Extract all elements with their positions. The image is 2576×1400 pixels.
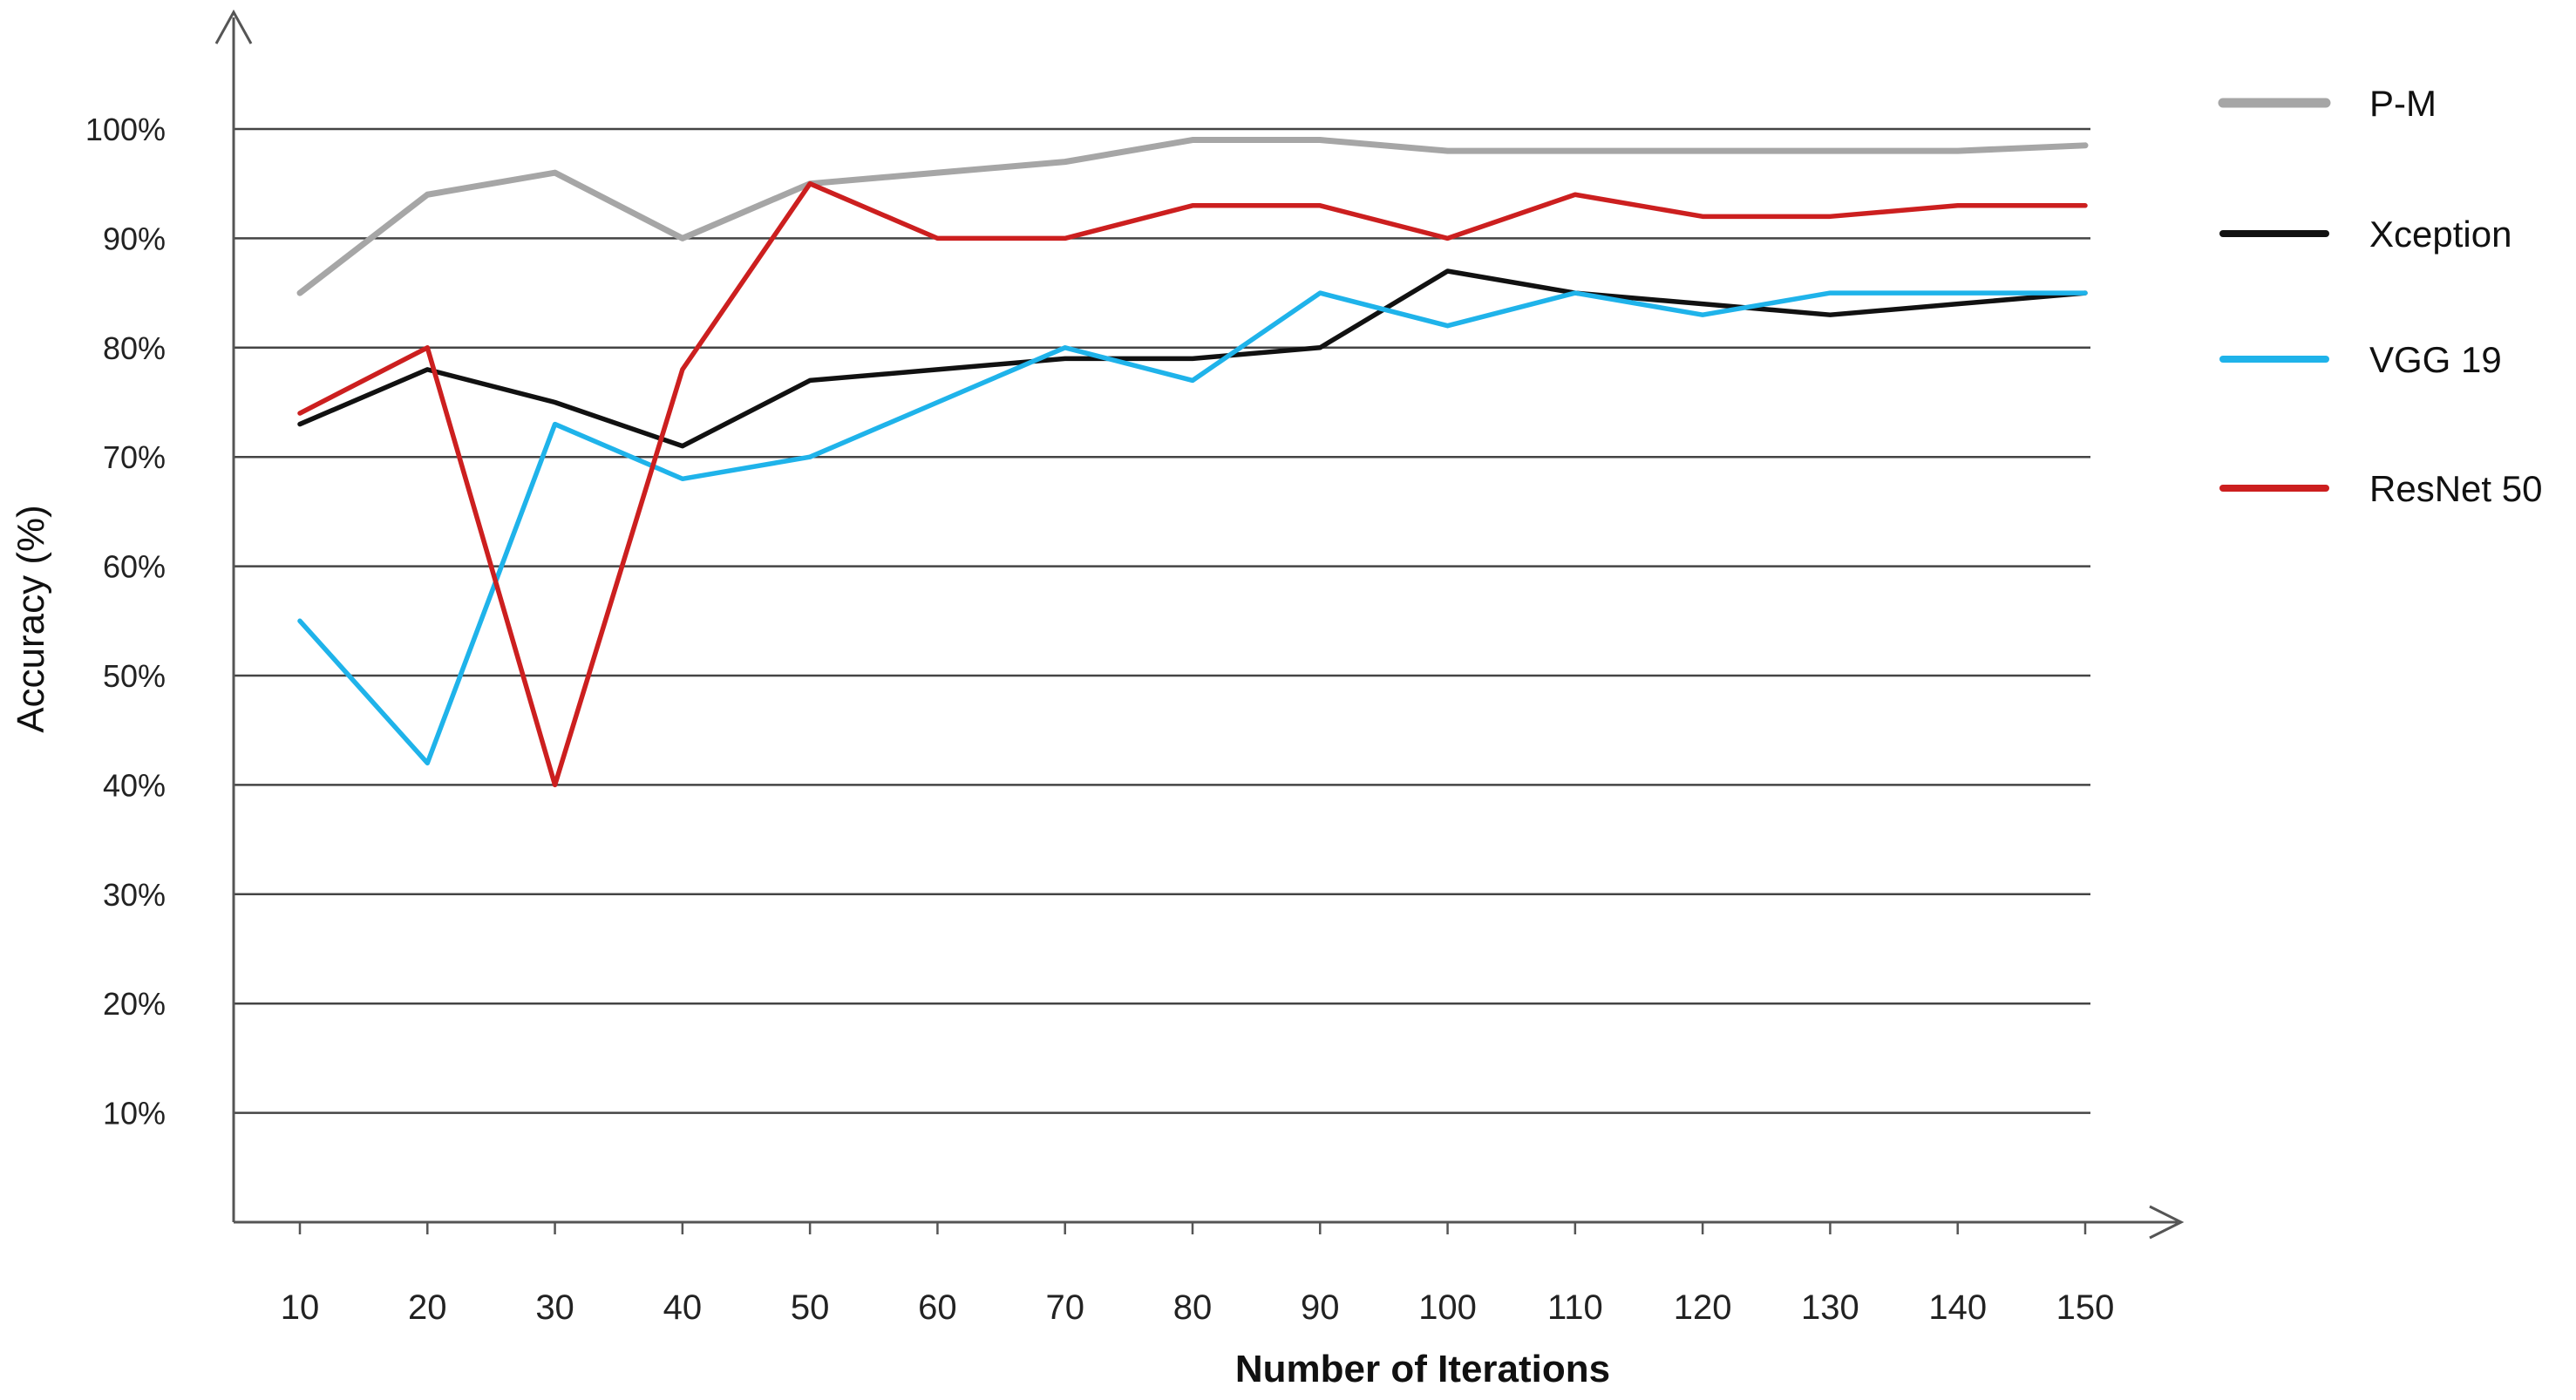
x-axis-arrow [2149, 1205, 2185, 1240]
y-tick-label: 70% [103, 439, 166, 475]
x-tick-label: 30 [535, 1288, 574, 1327]
x-tick-label: 110 [1547, 1288, 1603, 1327]
y-tick-label: 30% [103, 877, 166, 913]
y-tick-label: 50% [103, 658, 166, 694]
y-tick-label: 40% [103, 767, 166, 803]
x-tick-label: 140 [1928, 1288, 1987, 1327]
x-tick-label: 80 [1173, 1288, 1213, 1327]
x-tick-label: 130 [1801, 1288, 1859, 1327]
series-line-p-m [296, 137, 2089, 296]
legend: P-M Xception VGG 19 ResNet 50 [2218, 83, 2542, 509]
x-tick-label: 90 [1301, 1288, 1340, 1327]
legend-label-xception: Xception [2369, 214, 2511, 255]
x-tick-label: 60 [918, 1288, 957, 1327]
y-tick-label: 90% [103, 221, 166, 256]
x-tick-label: 70 [1045, 1288, 1084, 1327]
legend-label-resnet-50: ResNet 50 [2369, 468, 2542, 509]
series-line-vgg-19 [297, 290, 2088, 766]
x-tick-label: 100 [1418, 1288, 1477, 1327]
y-tick-label: 60% [103, 549, 166, 585]
y-tick-label: 80% [103, 330, 166, 366]
y-tick-label: 100% [85, 112, 166, 147]
x-tick-label: 150 [2056, 1288, 2115, 1327]
x-tick-label: 10 [281, 1288, 320, 1327]
x-tick-label: 120 [1674, 1288, 1732, 1327]
y-tick-label: 20% [103, 986, 166, 1022]
y-axis-arrow [214, 9, 253, 44]
legend-label-p-m: P-M [2369, 83, 2437, 124]
x-tick-label: 40 [663, 1288, 703, 1327]
axes [214, 9, 2185, 1240]
series-lines [296, 137, 2089, 788]
y-axis-title: Accuracy (%) [10, 505, 52, 733]
legend-label-vgg-19: VGG 19 [2369, 339, 2502, 380]
y-tick-label: 10% [103, 1096, 166, 1132]
series-line-xception [297, 268, 2088, 449]
gridlines [234, 127, 2090, 1114]
y-tick-labels: 10% 20% 30% 40% 50% 60% 70% 80% 90% 100% [85, 112, 166, 1132]
series-line-resnet-50 [297, 180, 2088, 788]
x-tick-label: 50 [791, 1288, 830, 1327]
x-tick-labels: 10 20 30 40 50 60 70 80 90 100 110 120 130 140 150 [281, 1222, 2115, 1327]
x-tick-label: 20 [408, 1288, 447, 1327]
x-axis-title: Number of Iterations [1235, 1348, 1610, 1390]
